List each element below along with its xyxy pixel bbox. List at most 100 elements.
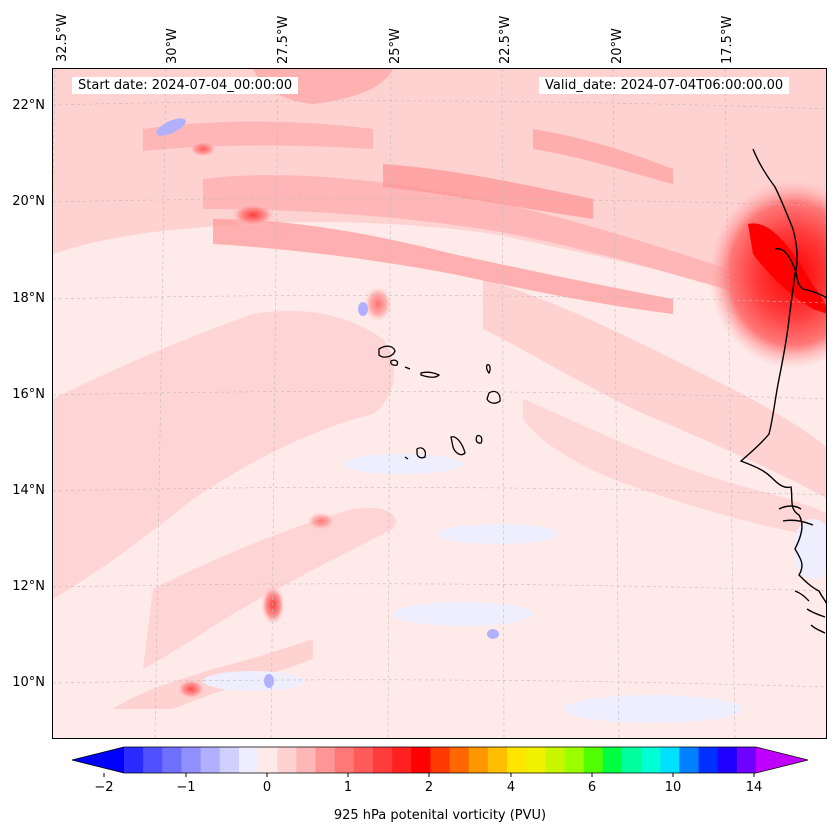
colorbar-segment [143, 747, 163, 773]
lon-label-32-5w: 32.5°W [55, 13, 70, 62]
pv-coastal-max-halo [708, 179, 826, 369]
colorbar-segment [296, 747, 317, 773]
cap-blanc-coast [774, 248, 826, 299]
colorbar-segment [526, 747, 546, 773]
pv-neg-9 [563, 695, 743, 723]
pv-band-southeast [523, 399, 826, 539]
valid-date-label: Valid_date: 2024-07-04T06:00:00.00 [539, 77, 790, 94]
colorbar-segment [372, 747, 393, 773]
pv-coastal-max-core [748, 223, 826, 314]
lon-label-27-5w: 27.5°W [276, 15, 291, 64]
graticule [53, 69, 826, 738]
pv-blob-south-2 [177, 679, 205, 699]
cbar-tick-0: 0 [262, 780, 272, 795]
pv-neg-3 [343, 454, 463, 474]
colorbar-segment [679, 747, 700, 773]
lat-label-20n: 20°N [12, 194, 45, 209]
cape-verde-islands [378, 345, 501, 460]
pv-neg-5 [393, 602, 533, 626]
island-santiago [450, 436, 466, 456]
cbar-tick-10: 10 [664, 780, 682, 795]
pv-neg-6 [203, 671, 303, 691]
pv-neg-7 [487, 629, 499, 639]
colorbar-segment [545, 747, 565, 773]
pv-band-mid [53, 310, 394, 599]
colorbar-overflow-arrow [756, 747, 808, 773]
lon-label-30w: 30°W [165, 28, 180, 64]
lon-label-22-5w: 22.5°W [498, 15, 513, 64]
pv-neg-4 [438, 524, 558, 544]
cbar-tick-4: 4 [506, 780, 516, 795]
island-sao-vicente [390, 359, 399, 366]
colorbar-segment [641, 747, 661, 773]
pv-blob-north [189, 141, 217, 157]
cbar-tick-6: 6 [587, 780, 597, 795]
colorbar-segment [353, 747, 374, 773]
map-panel[interactable] [52, 68, 827, 739]
pv-streak-2 [213, 219, 673, 314]
colorbar-segment [430, 747, 451, 773]
lat-label-18n: 18°N [12, 291, 45, 306]
cbar-tick-neg2: −2 [94, 780, 114, 795]
west-africa-coastline [739, 148, 826, 634]
island-sal [485, 363, 491, 375]
colorbar-title: 925 hPa potenital vorticity (PVU) [333, 808, 547, 823]
pv-streak-4 [383, 164, 593, 219]
lon-label-20w: 20°W [610, 28, 625, 64]
colorbar-segment [698, 747, 719, 773]
colorbar-segment [411, 747, 431, 773]
pv-streak-1 [203, 175, 743, 294]
colorbar-segment [277, 747, 297, 773]
pv-band-east [483, 279, 826, 498]
colorbar-segment [602, 747, 623, 773]
colorbar-segment [660, 747, 680, 773]
pv-neg-2 [358, 302, 368, 316]
cbar-tick-14: 14 [745, 780, 763, 795]
pv-neg-1 [156, 118, 186, 136]
colorbar-segment [487, 747, 508, 773]
colorbar-segment [621, 747, 642, 773]
island-santa-luzia [404, 366, 411, 370]
pv-field-map [53, 69, 826, 738]
cbar-tick-1: 1 [343, 780, 353, 795]
lat-label-12n: 12°N [12, 579, 45, 594]
guinea-bissau-islands [794, 590, 826, 634]
lon-label-17-5w: 17.5°W [720, 15, 735, 64]
colorbar-underflow-arrow [72, 747, 124, 773]
colorbar-segment [334, 747, 355, 773]
colorbar-segment [200, 747, 221, 773]
pv-neg-8 [264, 674, 274, 688]
pv-blob-north-west [231, 203, 275, 227]
pv-blob-mid [307, 512, 335, 530]
island-santo-antao [378, 345, 396, 358]
island-brava [404, 456, 409, 460]
senegal-gambia [778, 505, 814, 526]
pv-blob-center [364, 286, 392, 322]
colorbar-segment [564, 747, 585, 773]
colorbar-segment [392, 747, 412, 773]
lat-label-10n: 10°N [12, 675, 45, 690]
colorbar-segment [238, 747, 259, 773]
colorbar-segment [258, 747, 278, 773]
colorbar-segment [162, 747, 182, 773]
colorbar-segment [181, 747, 202, 773]
colorbar-segment [468, 747, 489, 773]
colorbar-segment [507, 747, 527, 773]
island-boa-vista [486, 390, 501, 404]
colorbar-segment [583, 747, 604, 773]
colorbar-segment [124, 747, 144, 773]
colorbar-outline [71, 746, 809, 774]
colorbar-segment [736, 747, 757, 773]
pv-streak-5 [533, 129, 673, 184]
island-fogo [416, 447, 427, 459]
lat-label-14n: 14°N [12, 483, 45, 498]
island-sao-nicolau [420, 371, 441, 378]
pv-band-southwest [113, 639, 313, 709]
cbar-tick-2: 2 [424, 780, 434, 795]
island-maio [475, 434, 483, 444]
colorbar-segment [449, 747, 470, 773]
colorbar-segment [717, 747, 738, 773]
cbar-tick-neg1: −1 [176, 780, 196, 795]
colorbar [71, 746, 809, 777]
lat-label-16n: 16°N [12, 387, 45, 402]
